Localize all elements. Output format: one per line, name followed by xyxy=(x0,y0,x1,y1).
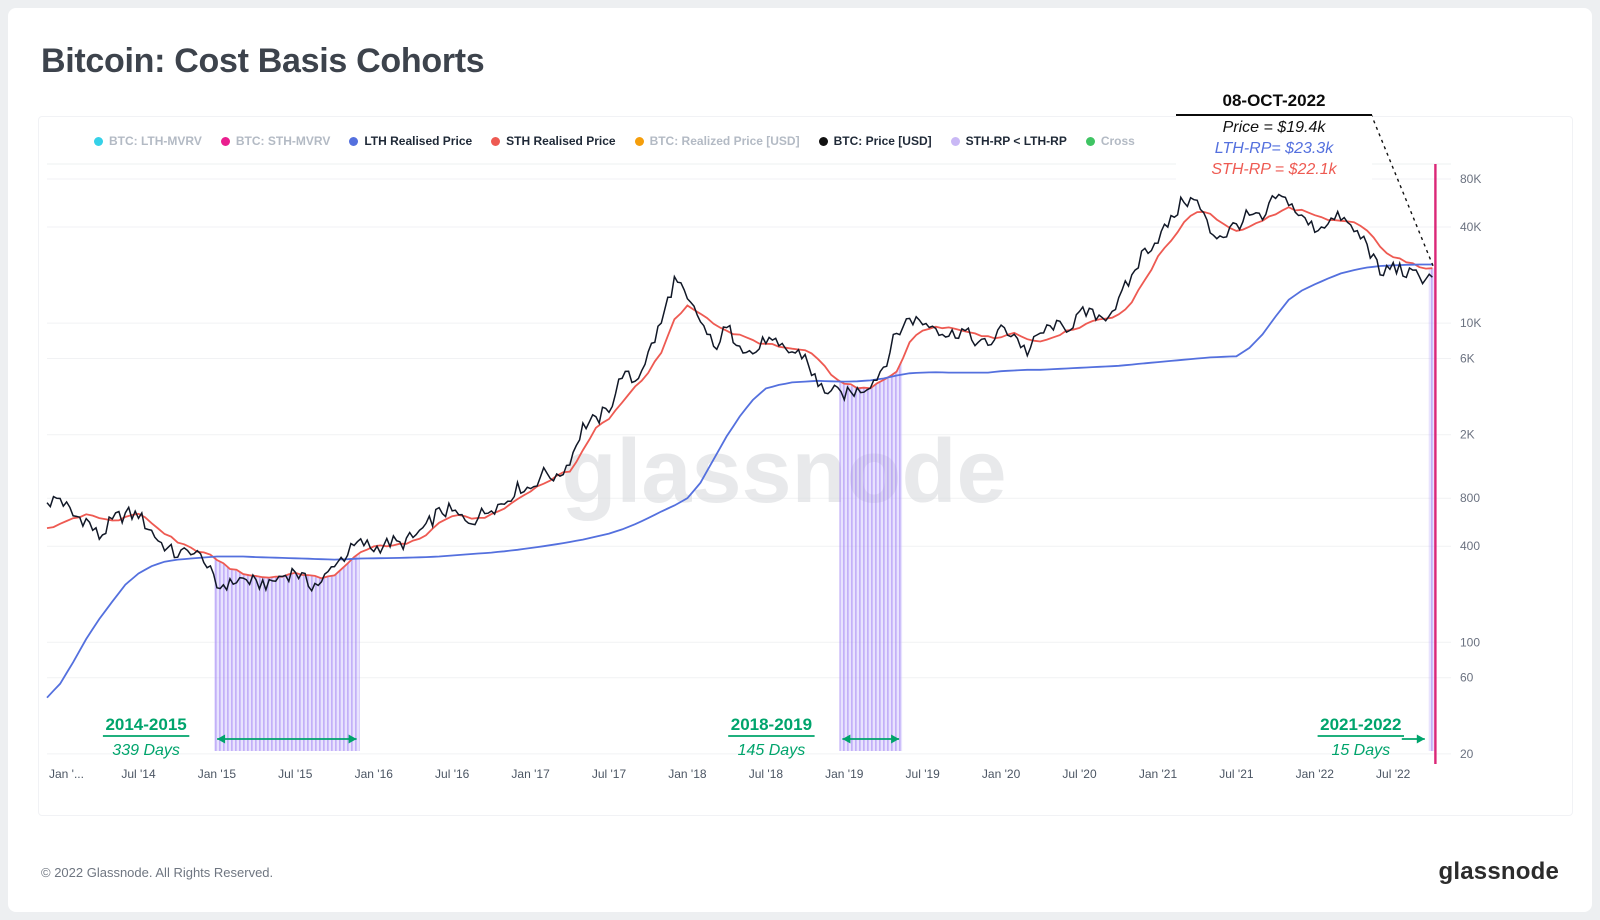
y-axis-label: 60 xyxy=(1460,671,1474,685)
x-axis-label: Jan '21 xyxy=(1139,767,1178,781)
x-axis-label: Jul '20 xyxy=(1062,767,1097,781)
x-axis-label: Jul '21 xyxy=(1219,767,1254,781)
legend-label: BTC: Realized Price [USD] xyxy=(649,134,800,148)
y-axis-label: 800 xyxy=(1460,491,1480,505)
footer: © 2022 Glassnode. All Rights Reserved. g… xyxy=(41,858,1559,886)
legend-label: BTC: STH-MVRV xyxy=(235,134,331,148)
legend-label: BTC: LTH-MVRV xyxy=(109,134,202,148)
page-title: Bitcoin: Cost Basis Cohorts xyxy=(41,42,485,80)
legend-dot xyxy=(818,136,828,146)
x-axis-label: Jan '... xyxy=(49,767,84,781)
region-days: 145 Days xyxy=(738,742,806,759)
legend-item-btc-lth-mvrv[interactable]: BTC: LTH-MVRV xyxy=(94,134,202,148)
btc-price-line xyxy=(46,193,1433,593)
region-label: 2014-2015 xyxy=(105,715,186,734)
region-arrow xyxy=(1401,734,1425,744)
annotation-price: Price = $19.4k xyxy=(1222,119,1326,136)
x-axis-label: Jan '17 xyxy=(511,767,550,781)
annotation-lth: LTH-RP= $23.3k xyxy=(1214,140,1334,158)
legend-label: LTH Realised Price xyxy=(364,134,473,148)
price-chart[interactable]: 80K 40K 10K 6K 2K 800 400 100 60 20 Jan '... Jul '1… xyxy=(39,113,1574,817)
legend-dot xyxy=(950,136,960,146)
x-axis-label: Jul '22 xyxy=(1376,767,1411,781)
legend-item-btc-price-usd[interactable]: BTC: Price [USD] xyxy=(818,134,932,148)
legend-item-btc-realized-price-usd[interactable]: BTC: Realized Price [USD] xyxy=(634,134,800,148)
legend-item-btc-sth-mvrv[interactable]: BTC: STH-MVRV xyxy=(220,134,331,148)
y-axis-label: 400 xyxy=(1460,539,1480,553)
y-axis-label: 100 xyxy=(1460,635,1480,649)
lth-realised-price-line xyxy=(46,263,1433,699)
region-days: 339 Days xyxy=(112,742,180,759)
legend-label: BTC: Price [USD] xyxy=(833,134,932,148)
x-axis-label: Jul '15 xyxy=(278,767,313,781)
legend-label: Cross xyxy=(1100,134,1135,148)
x-axis-label: Jul '14 xyxy=(121,767,156,781)
region-band xyxy=(1428,267,1436,751)
x-axis-label: Jul '16 xyxy=(435,767,470,781)
glassnode-logo: glassnode xyxy=(1438,858,1559,885)
legend-item-sth-realised-price[interactable]: STH Realised Price xyxy=(491,134,616,148)
region-band xyxy=(214,552,360,751)
region-label: 2021-2022 xyxy=(1320,715,1401,734)
x-axis-label: Jan '15 xyxy=(198,767,237,781)
x-axis-label: Jan '18 xyxy=(668,767,707,781)
region-arrow xyxy=(217,734,357,744)
watermark: glassnode xyxy=(561,422,1006,522)
legend-dot xyxy=(491,136,501,146)
legend-dot xyxy=(349,136,359,146)
region-arrow xyxy=(842,734,900,744)
chart-card: Bitcoin: Cost Basis Cohorts BTC: LTH-MVR… xyxy=(8,8,1592,912)
region-band xyxy=(839,358,903,751)
copyright: © 2022 Glassnode. All Rights Reserved. xyxy=(41,864,274,880)
sth-realised-price-line xyxy=(46,206,1433,580)
chart-area: BTC: LTH-MVRV BTC: STH-MVRV LTH Realised P… xyxy=(38,91,1574,817)
x-axis-label: Jul '19 xyxy=(906,767,941,781)
legend-item-lth-realised-price[interactable]: LTH Realised Price xyxy=(349,134,472,148)
legend-label: STH-RP < LTH-RP xyxy=(965,134,1067,148)
legend-dot xyxy=(220,136,230,146)
legend-dot xyxy=(1085,136,1095,146)
y-axis-label: 10K xyxy=(1460,316,1481,330)
region-days: 15 Days xyxy=(1331,742,1390,759)
x-axis-label: Jan '22 xyxy=(1296,767,1335,781)
legend-item-sth-rp-lth-rp[interactable]: STH-RP < LTH-RP xyxy=(950,134,1067,148)
legend-label: STH Realised Price xyxy=(506,134,616,148)
annotation-sth: STH-RP = $22.1k xyxy=(1211,161,1337,179)
region-label: 2018-2019 xyxy=(731,715,812,734)
x-axis-label: Jul '18 xyxy=(749,767,784,781)
y-axis-label: 2K xyxy=(1460,428,1475,442)
x-axis-label: Jan '19 xyxy=(825,767,864,781)
legend-item-cross[interactable]: Cross xyxy=(1085,134,1135,148)
legend-dot xyxy=(634,136,644,146)
x-axis-label: Jul '17 xyxy=(592,767,627,781)
annotation-date: 08-OCT-2022 xyxy=(1176,91,1372,116)
legend-dot xyxy=(94,136,103,146)
y-axis-label: 6K xyxy=(1460,352,1475,366)
legend: BTC: LTH-MVRV BTC: STH-MVRV LTH Realised P… xyxy=(94,134,1135,148)
y-axis-label: 80K xyxy=(1460,172,1481,186)
y-axis-label: 20 xyxy=(1460,747,1474,761)
y-axis-label: 40K xyxy=(1460,220,1481,234)
x-axis-label: Jan '20 xyxy=(982,767,1021,781)
x-axis-label: Jan '16 xyxy=(355,767,394,781)
tooltip-annotation: 08-OCT-2022 Price = $19.4k LTH-RP= $23.3… xyxy=(1176,91,1372,181)
